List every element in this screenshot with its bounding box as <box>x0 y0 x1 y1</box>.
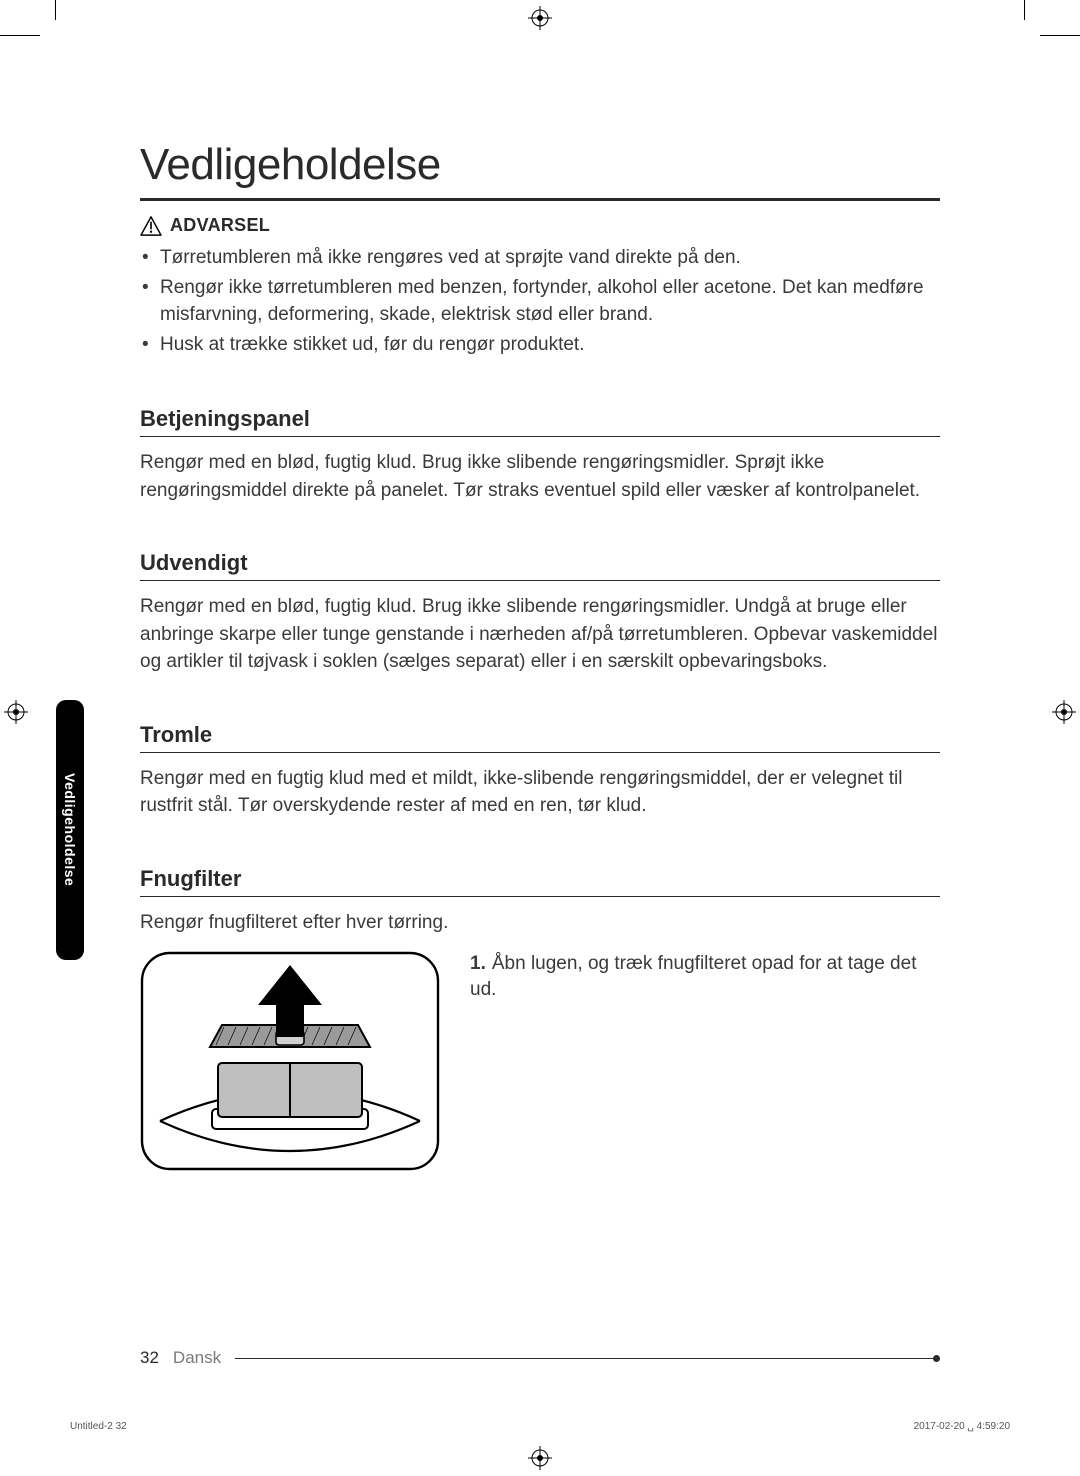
print-meta-left: Untitled-2 32 <box>70 1421 127 1432</box>
warning-item: Tørretumbleren må ikke rengøres ved at s… <box>160 244 940 272</box>
section-tab: Vedligeholdelse <box>56 700 84 960</box>
lint-filter-step-row: 1.Åbn lugen, og træk fnugfilteret opad f… <box>140 951 940 1171</box>
page-title: Vedligeholdelse <box>140 140 940 190</box>
warning-header: ADVARSEL <box>140 215 940 236</box>
warning-label: ADVARSEL <box>170 215 270 236</box>
section-drum: Tromle Rengør med en fugtig klud med et … <box>140 722 940 820</box>
registration-mark-bottom <box>528 1446 552 1470</box>
step-number: 1. <box>470 953 486 974</box>
page-language: Dansk <box>173 1348 221 1368</box>
registration-mark-left <box>4 700 28 724</box>
section-tab-label: Vedligeholdelse <box>62 773 78 886</box>
section-body: Rengør med en blød, fugtig klud. Brug ik… <box>140 593 940 676</box>
print-meta-right: 2017-02-20 ␣ 4:59:20 <box>914 1421 1010 1432</box>
section-control-panel: Betjeningspanel Rengør med en blød, fugt… <box>140 406 940 504</box>
crop-mark-top-right <box>1020 0 1080 60</box>
warning-list: Tørretumbleren må ikke rengøres ved at s… <box>140 244 940 358</box>
section-body: Rengør med en fugtig klud med et mildt, … <box>140 765 940 820</box>
section-heading: Udvendigt <box>140 550 940 576</box>
warning-item: Husk at trække stikket ud, før du rengør… <box>160 331 940 359</box>
page-number: 32 <box>140 1348 159 1368</box>
page-footer: 32 Dansk <box>140 1348 940 1368</box>
section-rule <box>140 436 940 437</box>
crop-mark-top-left <box>0 0 60 60</box>
section-body: Rengør med en blød, fugtig klud. Brug ik… <box>140 449 940 504</box>
lint-filter-step: 1.Åbn lugen, og træk fnugfilteret opad f… <box>470 951 940 1171</box>
warning-item: Rengør ikke tørretumbleren med benzen, f… <box>160 274 940 329</box>
lint-filter-illustration <box>140 951 440 1171</box>
section-intro: Rengør fnugfilteret efter hver tørring. <box>140 909 940 937</box>
section-exterior: Udvendigt Rengør med en blød, fugtig klu… <box>140 550 940 676</box>
registration-mark-top <box>528 6 552 30</box>
section-heading: Fnugfilter <box>140 866 940 892</box>
section-heading: Betjeningspanel <box>140 406 940 432</box>
warning-icon <box>140 216 162 236</box>
registration-mark-right <box>1052 700 1076 724</box>
section-heading: Tromle <box>140 722 940 748</box>
step-text: Åbn lugen, og træk fnugfilteret opad for… <box>470 953 916 1001</box>
section-rule <box>140 896 940 897</box>
section-lint-filter: Fnugfilter Rengør fnugfilteret efter hve… <box>140 866 940 1171</box>
page-content: Vedligeholdelse ADVARSEL Tørretumbleren … <box>140 140 940 1217</box>
footer-rule <box>235 1358 940 1359</box>
title-rule <box>140 198 940 201</box>
section-rule <box>140 752 940 753</box>
section-rule <box>140 580 940 581</box>
